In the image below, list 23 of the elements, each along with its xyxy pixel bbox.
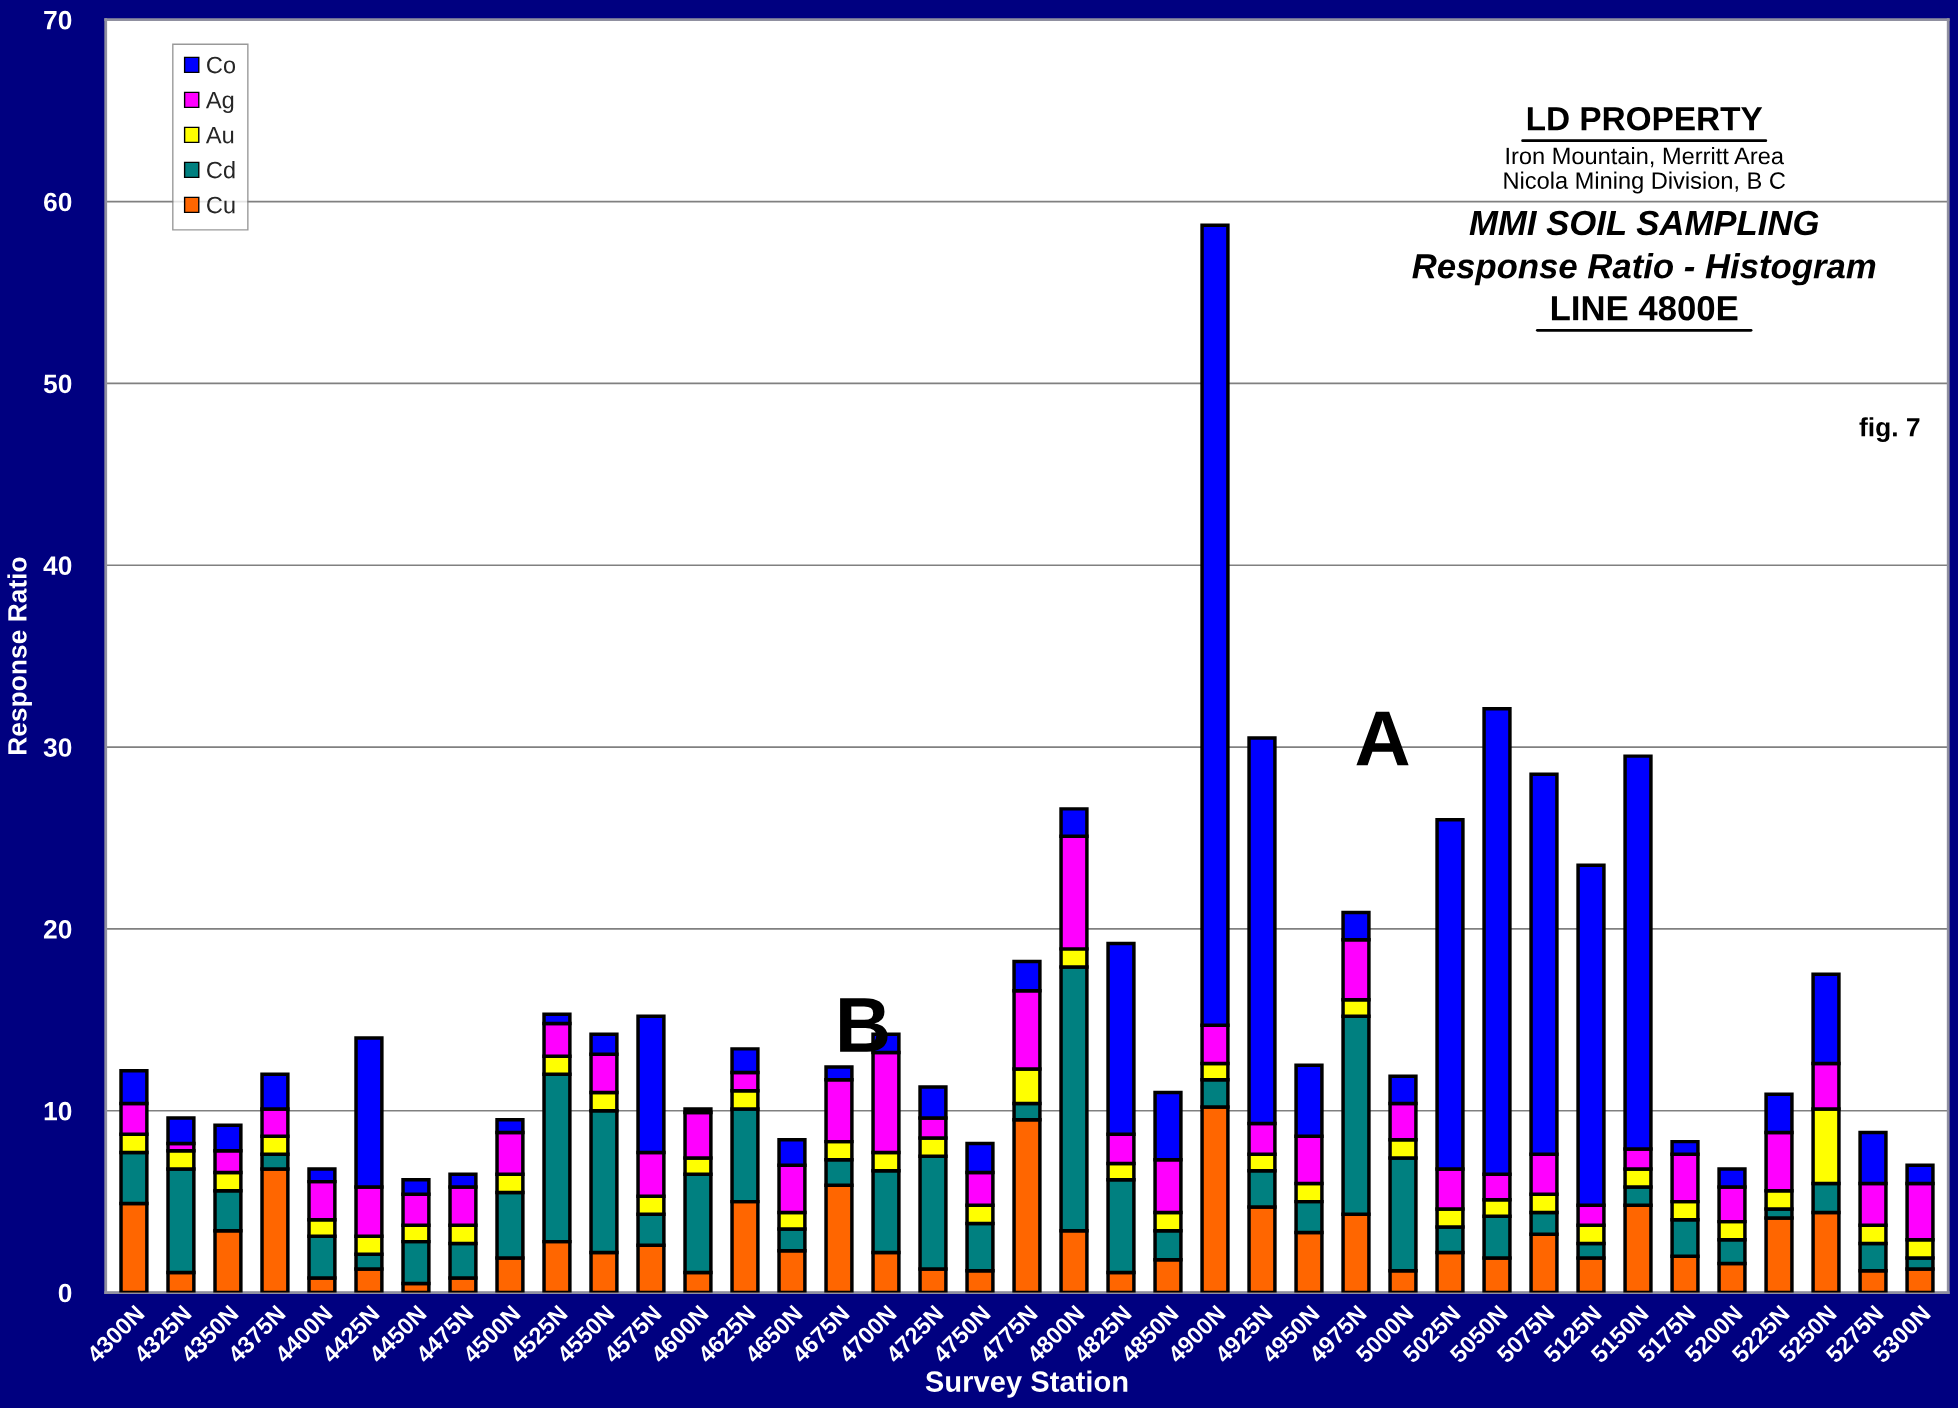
annotation: A (1356, 711, 1409, 766)
legend-label: Cu (207, 196, 235, 214)
y-axis-title: Response Ratio (7, 557, 32, 755)
y-tick-label: 20 (43, 920, 72, 939)
annotation: LINE 4800E (1551, 295, 1738, 321)
y-tick-label: 40 (43, 556, 72, 576)
text: Iron Mountain, Merritt Area Nicola Mining Division, B C (1504, 147, 1786, 194)
annotation: fig. 7 (1859, 417, 1920, 442)
text: LD PROPERTY (1527, 106, 1763, 131)
y-tick-label: 10 (44, 1101, 72, 1121)
y-tick-label: 70 (44, 10, 72, 30)
legend-label: Au (205, 126, 234, 144)
annotation: MMI SOIL SAMPLING (1469, 210, 1819, 236)
annotation: B (840, 998, 888, 1052)
x-axis-title: Survey Station (925, 1370, 1128, 1398)
legend-label: Ag (205, 91, 234, 114)
y-tick-label: 30 (43, 738, 72, 757)
y-tick-label: 60 (44, 192, 72, 212)
legend-label: Cd (207, 161, 235, 179)
y-tick-label: 50 (43, 374, 72, 394)
y-tick-label: 0 (58, 1283, 72, 1303)
legend-label: Co (207, 56, 236, 74)
annotation: Response Ratio - Histogram (1412, 253, 1876, 286)
